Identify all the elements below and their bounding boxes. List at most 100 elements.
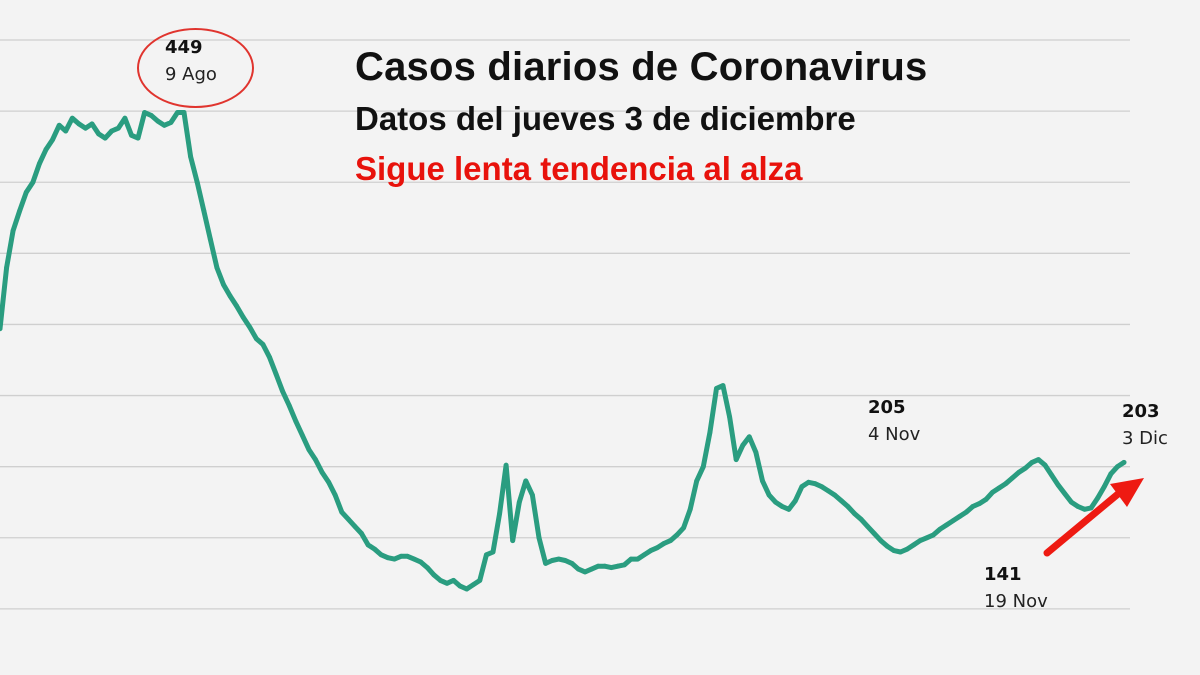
data-point	[799, 484, 805, 489]
data-point	[56, 122, 62, 128]
data-point	[503, 462, 509, 468]
data-point	[661, 541, 667, 546]
data-point	[1101, 484, 1107, 489]
data-point	[490, 549, 496, 555]
data-point	[497, 511, 502, 516]
data-point	[148, 113, 154, 118]
data-point	[444, 580, 450, 586]
data-point	[1115, 464, 1120, 470]
data-point	[385, 555, 391, 561]
annotation-nov19-value: 141	[984, 564, 1022, 585]
data-point	[1062, 491, 1068, 497]
data-point	[556, 556, 562, 562]
data-point	[687, 506, 693, 512]
data-point	[76, 121, 82, 127]
data-point	[569, 561, 575, 566]
data-point	[700, 464, 706, 470]
data-point	[346, 516, 351, 522]
data-point	[825, 488, 831, 494]
data-point	[924, 535, 930, 541]
annotation-nov19: 141 19 Nov	[984, 563, 1048, 617]
data-point	[30, 179, 36, 185]
data-point	[1023, 465, 1028, 471]
data-point	[792, 498, 798, 504]
data-point	[858, 516, 864, 522]
data-point	[234, 303, 240, 309]
data-point	[865, 524, 870, 529]
data-point	[641, 552, 647, 558]
data-point	[845, 504, 851, 509]
data-point	[188, 154, 194, 160]
chart-subtitle: Datos del jueves 3 de diciembre	[355, 100, 856, 137]
data-point	[510, 538, 516, 543]
data-point	[1069, 499, 1074, 505]
data-point	[582, 569, 588, 575]
data-point	[898, 549, 903, 555]
data-point	[109, 128, 115, 134]
data-point	[300, 433, 305, 438]
data-point	[1055, 482, 1061, 488]
data-point	[786, 506, 792, 512]
data-point	[779, 504, 785, 509]
data-point	[161, 122, 167, 128]
gridlines	[0, 39, 1130, 610]
data-point	[214, 265, 220, 270]
annotation-dec3-date: 3 Dic	[1122, 428, 1168, 449]
data-point	[917, 538, 923, 543]
data-point	[806, 479, 811, 485]
data-point	[155, 118, 161, 124]
data-point	[306, 447, 312, 452]
data-point	[352, 524, 358, 529]
data-point	[431, 572, 437, 578]
data-point	[247, 324, 253, 330]
data-point	[516, 499, 522, 505]
data-point	[411, 556, 417, 562]
data-point	[681, 525, 686, 531]
data-point	[1049, 472, 1055, 478]
series-points	[0, 110, 1127, 592]
annotation-nov4-date: 4 Nov	[868, 424, 921, 445]
data-point	[254, 336, 259, 342]
data-point	[96, 131, 101, 137]
data-point	[115, 125, 121, 131]
data-point	[608, 565, 614, 570]
chart-title: Casos diarios de Coronavirus	[355, 45, 928, 89]
data-point	[23, 189, 29, 195]
data-point	[17, 208, 23, 214]
annotation-dec3-value: 203	[1122, 401, 1160, 422]
data-point	[424, 565, 430, 570]
data-point	[4, 265, 9, 270]
data-point	[727, 414, 732, 420]
data-point	[37, 161, 42, 167]
annotation-peak-date: 9 Ago	[165, 64, 217, 85]
data-point	[280, 388, 285, 394]
data-point	[405, 553, 410, 559]
data-point	[937, 526, 943, 532]
data-point	[733, 457, 739, 462]
data-point	[10, 228, 16, 234]
data-point	[286, 403, 292, 408]
data-point	[129, 132, 134, 138]
data-point	[273, 371, 279, 377]
data-point	[996, 485, 1002, 491]
peak-highlight-circle	[137, 28, 254, 108]
data-point	[740, 442, 746, 448]
data-point	[871, 531, 877, 536]
data-point	[1095, 495, 1101, 501]
data-point	[595, 563, 601, 569]
annotation-peak-value: 449	[165, 37, 203, 58]
data-point	[990, 489, 995, 495]
data-point	[477, 578, 483, 583]
data-point	[267, 354, 272, 360]
data-point	[372, 546, 378, 552]
data-point	[602, 563, 608, 569]
data-point	[1029, 460, 1035, 465]
data-point	[812, 481, 818, 487]
data-point	[1088, 505, 1094, 511]
data-point	[135, 135, 141, 141]
data-point	[63, 128, 69, 134]
data-point	[674, 532, 680, 538]
data-point	[628, 556, 634, 562]
data-point	[201, 208, 207, 214]
